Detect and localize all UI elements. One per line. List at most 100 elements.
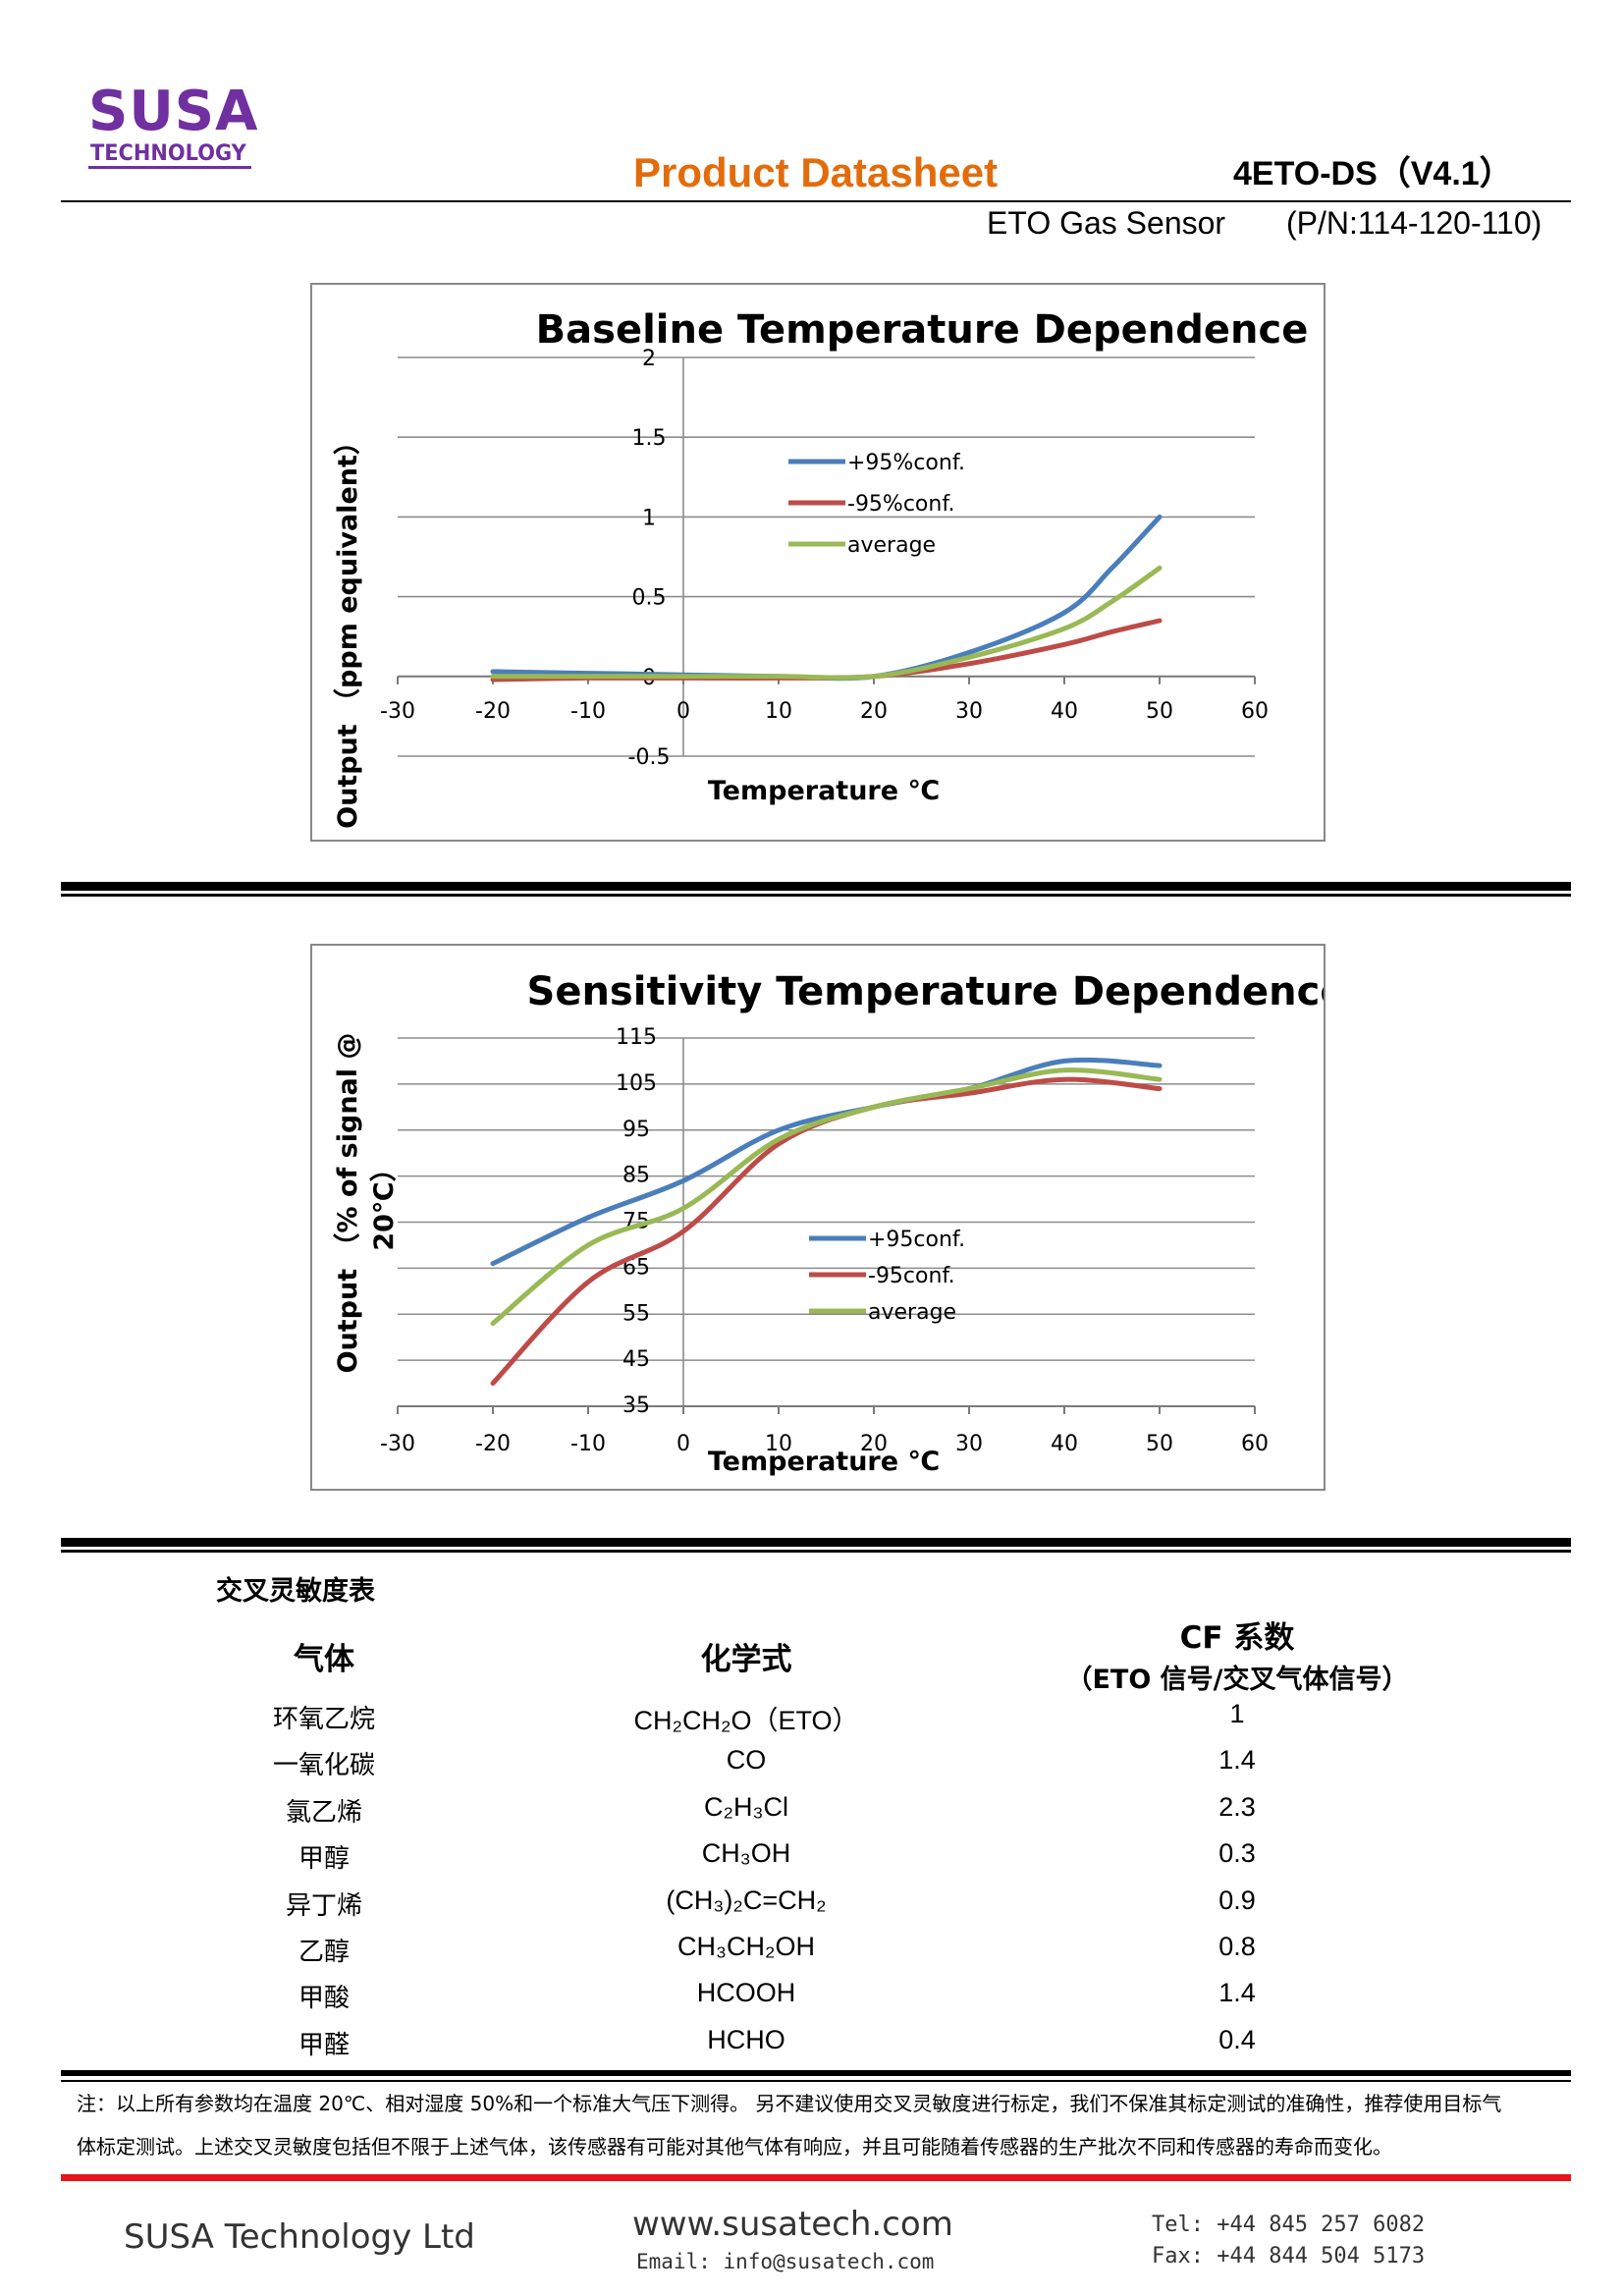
series-line-0 — [490, 1057, 1163, 1267]
table-cell-gas: 环氧乙烷 — [272, 1705, 375, 1734]
x-tick-label: 60 — [1241, 1432, 1269, 1456]
section-divider-thin — [61, 1550, 1571, 1553]
table-cell-formula: HCHO — [707, 2025, 785, 2054]
legend-label: average — [847, 533, 936, 558]
y-tick-label: 115 — [616, 1025, 657, 1050]
footer-fax: Fax: +44 844 504 5173 — [1152, 2244, 1426, 2269]
y-tick-label: 55 — [622, 1301, 650, 1326]
section-divider — [61, 1538, 1571, 1547]
table-cell-cf: 0.8 — [1218, 1932, 1256, 1961]
sensitivity-chart-frame: Sensitivity Temperature Dependence 115 10… — [310, 944, 1346, 1491]
header-formula: 化学式 — [700, 1642, 792, 1677]
header-divider — [61, 200, 1571, 202]
y-tick-label: 85 — [622, 1164, 650, 1188]
baseline-chart-frame: Baseline Temperature Dependence 2 1.5 1 0.5… — [310, 283, 1325, 842]
product-name: ETO Gas Sensor — [987, 205, 1226, 241]
legend-label: -95conf. — [868, 1264, 955, 1288]
x-tick-label: 40 — [1051, 1432, 1078, 1456]
series-line-2 — [490, 565, 1163, 681]
table-cell-gas: 甲酸 — [298, 1984, 350, 2013]
footnote-line-2: 体标定测试。上述交叉灵敏度包括但不限于上述气体，该传感器有可能对其他气体有响应，… — [77, 2135, 1392, 2159]
table-cell-cf: 0.9 — [1218, 1886, 1256, 1915]
y-tick-label: 1 — [642, 506, 656, 530]
table-cell-formula: CH₂CH₂O（ETO） — [633, 1706, 859, 1735]
legend-label: average — [868, 1300, 956, 1325]
table-cell-formula: HCOOH — [696, 1978, 796, 2007]
x-tick-label: -30 — [380, 1432, 415, 1456]
x-tick-label: 0 — [676, 699, 690, 724]
y-tick-label: 0.5 — [632, 586, 667, 611]
document-title: Product Datasheet — [633, 149, 999, 195]
legend-label: -95%conf. — [847, 492, 954, 517]
footer-email[interactable]: Email: info@susatech.com — [636, 2250, 935, 2273]
logo-subtitle: TECHNOLOGY — [90, 141, 246, 166]
table-bottom-rule-thin — [61, 2080, 1571, 2082]
x-tick-label: 40 — [1051, 699, 1078, 724]
baseline-chart: Baseline Temperature Dependence 2 1.5 1 0.5… — [333, 307, 1309, 829]
table-cell-formula: CH₃OH — [701, 1838, 791, 1868]
table-cell-cf: 1 — [1229, 1699, 1245, 1728]
legend-label: +95%conf. — [847, 451, 965, 475]
y-axis-label-line2: 20℃） — [369, 1155, 400, 1250]
section-divider-thin — [61, 894, 1571, 897]
x-tick-label: 30 — [955, 699, 983, 724]
y-tick-label: 95 — [622, 1118, 650, 1142]
part-number: (P/N:114-120-110) — [1286, 205, 1542, 241]
x-tick-label: 10 — [765, 1432, 792, 1456]
table-cell-formula: (CH₃)₂C=CH₂ — [666, 1886, 827, 1915]
y-tick-label: -0.5 — [628, 745, 671, 770]
y-tick-label: 1.5 — [632, 426, 667, 451]
footnote-line-1: 注：以上所有参数均在温度 20℃、相对湿度 50%和一个标准大气压下测得。 另不… — [77, 2092, 1502, 2115]
table-cell-gas: 乙醇 — [298, 1938, 350, 1967]
x-tick-label: -20 — [475, 699, 511, 724]
footer-divider — [61, 2174, 1571, 2181]
x-tick-label: -10 — [570, 1432, 606, 1456]
header-cf-sub: （ETO 信号/交叉气体信号） — [1065, 1665, 1409, 1695]
table-cell-cf: 2.3 — [1218, 1792, 1256, 1822]
table-cell-gas: 甲醇 — [298, 1844, 350, 1874]
y-tick-label: 2 — [642, 347, 656, 371]
table-cell-formula: CO — [726, 1745, 767, 1775]
x-tick-label: 20 — [860, 699, 888, 724]
x-tick-label: -10 — [570, 699, 606, 724]
x-axis-label: Temperature ℃ — [708, 1447, 940, 1477]
x-tick-label: 30 — [955, 1432, 983, 1456]
x-tick-label: 20 — [860, 1432, 888, 1456]
logo-wordmark: SUSA — [88, 80, 259, 143]
table-cell-cf: 0.4 — [1218, 2025, 1256, 2054]
y-tick-label: 105 — [616, 1071, 657, 1096]
x-axis-label: Temperature ℃ — [708, 776, 940, 806]
table-cell-gas: 甲醛 — [298, 2031, 350, 2060]
y-axis-label-line1: Output （% of signal @ — [333, 1033, 363, 1374]
table-cell-formula: CH₃CH₂OH — [677, 1932, 815, 1961]
x-tick-label: 50 — [1146, 1432, 1173, 1456]
footer-website[interactable]: www.susatech.com — [632, 2205, 953, 2244]
chart-title: Sensitivity Temperature Dependence — [527, 969, 1324, 1014]
table-bottom-rule — [61, 2070, 1571, 2076]
x-tick-label: 10 — [765, 699, 792, 724]
legend-label: +95conf. — [868, 1228, 965, 1252]
document-code: 4ETO-DS（V4.1） — [1233, 155, 1513, 192]
x-tick-label: 0 — [676, 1432, 690, 1456]
logo-underline — [88, 166, 251, 169]
section-divider — [61, 882, 1571, 891]
table-cell-gas: 氯乙烯 — [285, 1798, 362, 1828]
table-cell-cf: 0.3 — [1218, 1838, 1256, 1868]
series-line-2 — [490, 1067, 1163, 1327]
header-cf: CF 系数 — [1179, 1620, 1295, 1656]
y-tick-label: 45 — [622, 1347, 650, 1372]
table-cell-formula: C₂H₃Cl — [704, 1792, 788, 1822]
footer-company: SUSA Technology Ltd — [124, 2217, 475, 2257]
x-tick-label: -20 — [475, 1432, 511, 1456]
y-axis-label: Output （ppm equivalent） — [333, 428, 363, 829]
table-cell-gas: 一氧化碳 — [272, 1751, 375, 1780]
sensitivity-chart: Sensitivity Temperature Dependence 115 10… — [333, 969, 1346, 1477]
x-tick-label: 60 — [1241, 699, 1269, 724]
x-tick-label: 50 — [1146, 699, 1173, 724]
chart-title: Baseline Temperature Dependence — [536, 307, 1309, 353]
y-tick-label: 35 — [622, 1394, 650, 1418]
series-line-0 — [490, 514, 1163, 682]
header-gas: 气体 — [294, 1642, 354, 1677]
table-cell-gas: 异丁烯 — [285, 1891, 362, 1921]
x-tick-label: -30 — [380, 699, 415, 724]
